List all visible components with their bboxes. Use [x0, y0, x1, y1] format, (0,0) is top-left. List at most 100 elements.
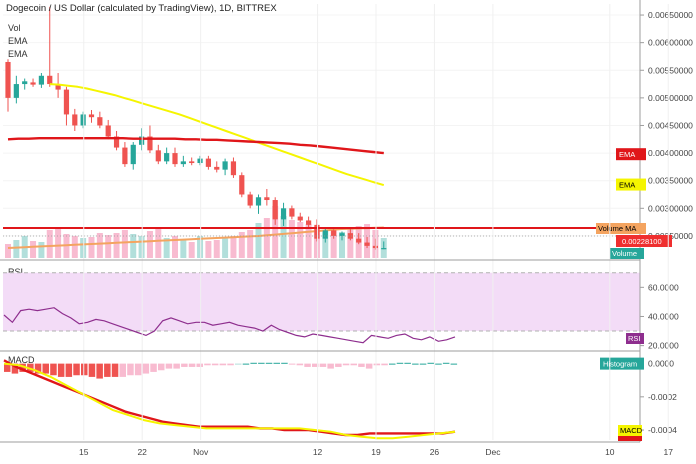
macd-histogram-bar: [442, 362, 450, 364]
macd-histogram-bar: [50, 363, 57, 376]
volume-bar: [105, 235, 112, 258]
volume-bar: [138, 236, 145, 258]
volume-bar: [255, 223, 262, 258]
volume-bar: [247, 230, 254, 258]
price-tick-label: 0.00350000: [648, 176, 693, 186]
volume-bar: [197, 236, 204, 258]
macd-histogram-bar: [11, 363, 19, 374]
volume-bar: [205, 241, 212, 258]
candle-body: [347, 233, 353, 239]
volume-bar: [330, 228, 337, 258]
candle-body: [139, 136, 145, 145]
x-tick-label: 10: [605, 447, 615, 457]
macd-histogram-bar: [319, 363, 327, 367]
volume-bar: [347, 228, 354, 258]
macd-tag-bg: [618, 425, 642, 436]
volume-bar: [121, 230, 128, 258]
candle-body: [239, 175, 245, 195]
x-tick-label: 19: [371, 447, 381, 457]
price-tag[interactable]: 0.00228100: [616, 235, 672, 247]
rsi-tag[interactable]: RSI: [626, 333, 644, 344]
macd-histogram-bar: [196, 363, 203, 367]
macd-histogram-bar: [211, 363, 219, 366]
legend-vol[interactable]: Vol: [8, 23, 21, 33]
candle-body: [147, 136, 153, 151]
volume-bar: [213, 240, 220, 258]
candle-body: [30, 82, 36, 85]
ema-slow-tag[interactable]: EMA: [616, 148, 646, 161]
candle-body: [372, 245, 378, 249]
price-tick-label: 0.00300000: [648, 203, 693, 213]
candle-body: [172, 153, 178, 165]
price-tick-label: 0.00650000: [648, 10, 693, 20]
macd-histogram-bar: [4, 363, 11, 372]
volume-bar: [305, 224, 312, 258]
time-axis[interactable]: 15 22 Nov 12 19 26 Dec 10 17: [0, 4, 673, 457]
macd-histogram-bar: [450, 363, 458, 365]
ema-slow-tag-text: EMA: [619, 150, 635, 159]
candle-body: [47, 75, 53, 85]
candle-body: [13, 84, 19, 98]
macd-histogram-bar: [242, 363, 250, 365]
macd-histogram-bar: [381, 363, 388, 366]
candle-body: [63, 89, 70, 115]
macd-histogram-bar: [142, 363, 150, 374]
ema-fast-tag[interactable]: EMA: [616, 178, 646, 191]
candle-body: [197, 158, 203, 164]
macd-tick-label: 0.0000: [648, 359, 674, 369]
candle-body: [189, 161, 195, 164]
price-axis[interactable]: 0.00650000 0.00600000 0.00550000 0.00500000…: [596, 0, 693, 442]
price-pane[interactable]: [3, 6, 640, 258]
volume-bar: [180, 240, 187, 258]
volume-bar: [230, 236, 237, 258]
macd-histogram-bar: [296, 363, 304, 366]
price-tick-label: 0.00550000: [648, 65, 693, 75]
volume-bar: [5, 244, 11, 258]
volume-bar: [188, 242, 195, 258]
macd-histogram-bar: [42, 363, 49, 374]
candle-body: [214, 166, 220, 170]
volume-tag[interactable]: Volume: [610, 248, 644, 259]
ema-fast-tag-text: EMA: [619, 181, 635, 190]
macd-pane[interactable]: MACD: [3, 355, 458, 440]
candle-body: [356, 238, 362, 243]
macd-histogram-bar: [235, 363, 242, 365]
volume-ma-tag-text: Volume MA: [598, 224, 636, 233]
rsi-pane[interactable]: RSI: [3, 267, 640, 344]
histogram-tag[interactable]: Histogram: [600, 357, 644, 370]
volume-tag-text: Volume: [612, 249, 637, 258]
volume-ma-tag[interactable]: Volume MA: [596, 223, 646, 234]
candle-body: [130, 144, 136, 165]
price-tick-label: 0.00500000: [648, 93, 693, 103]
candle-body: [22, 81, 28, 85]
macd-histogram-bar: [57, 363, 65, 377]
x-tick-label: 12: [313, 447, 323, 457]
signal-line: [3, 362, 456, 440]
macd-histogram-bar: [258, 362, 265, 364]
volume-bar: [55, 228, 62, 258]
macd-histogram-bar: [158, 363, 165, 371]
legend-ema-2[interactable]: EMA: [8, 49, 28, 59]
volume-bar: [172, 236, 178, 258]
macd-histogram-bar: [273, 362, 280, 364]
volume-ma-tag-bg: [596, 223, 646, 234]
candle-body: [255, 197, 262, 206]
macd-histogram-bar: [34, 363, 42, 374]
price-tag-text: 0.00228100: [622, 237, 662, 246]
candle-body: [280, 208, 287, 220]
macd-histogram-bar: [65, 363, 73, 377]
macd-histogram-bar: [250, 362, 257, 364]
candle-body: [314, 224, 320, 239]
candle-body: [88, 114, 95, 118]
legend-ema-1[interactable]: EMA: [8, 36, 28, 46]
macd-histogram-bar: [365, 363, 373, 369]
macd-tag[interactable]: MACD: [618, 425, 643, 441]
candle-body: [289, 208, 295, 217]
volume-bar: [46, 230, 53, 258]
macd-histogram-bar: [188, 363, 196, 367]
rsi-tick-label: 40.0000: [648, 311, 679, 321]
macd-histogram-bar: [335, 363, 342, 367]
macd-histogram-bar: [165, 363, 173, 369]
macd-histogram-bar: [111, 363, 119, 377]
